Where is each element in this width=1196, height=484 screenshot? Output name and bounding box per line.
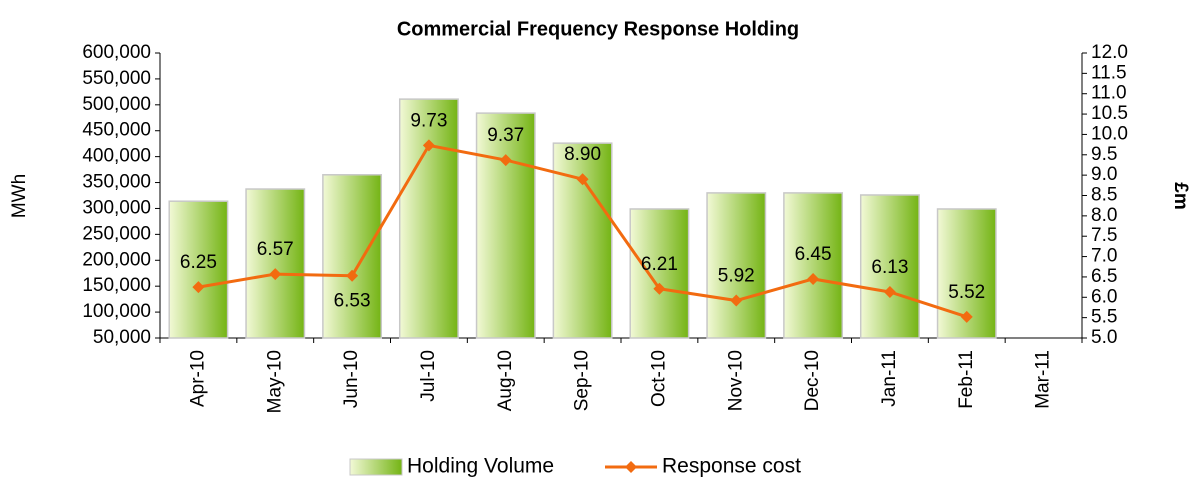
y-tick-label: 100,000 (82, 301, 151, 322)
data-label: 8.90 (564, 144, 601, 165)
x-tick-label: Sep-10 (572, 350, 593, 411)
data-label: 5.92 (718, 266, 755, 287)
data-label: 6.45 (795, 244, 832, 265)
bar (936, 208, 997, 339)
data-label: 6.13 (871, 257, 908, 278)
y-tick-label: 500,000 (82, 94, 151, 115)
chart-title: Commercial Frequency Response Holding (397, 18, 799, 40)
y2-tick-label: 8.0 (1091, 205, 1117, 226)
y2-tick-label: 9.5 (1091, 144, 1117, 165)
y-tick-label: 200,000 (82, 249, 151, 270)
bar (398, 98, 459, 339)
line-marker (883, 285, 896, 298)
y-tick-label: 150,000 (82, 275, 151, 296)
x-tick-label: Jul-10 (418, 350, 439, 402)
y-tick-label: 600,000 (82, 42, 151, 63)
y-tick-label: 450,000 (82, 120, 151, 141)
x-tick-label: Oct-10 (648, 350, 669, 407)
x-tick-label: Apr-10 (187, 350, 208, 407)
bar (859, 194, 920, 339)
y-tick-label: 550,000 (82, 68, 151, 89)
y-tick-label: 50,000 (93, 327, 151, 348)
x-tick-label: Mar-11 (1033, 350, 1054, 409)
y-tick-label: 350,000 (82, 172, 151, 193)
y2-tick-label: 7.5 (1091, 225, 1117, 246)
y-tick-label: 250,000 (82, 223, 151, 244)
legend-swatch (349, 458, 403, 476)
y2-tick-label: 11.0 (1091, 83, 1127, 104)
bar (168, 200, 229, 339)
y-tick-label: 400,000 (82, 146, 151, 167)
y2-tick-label: 12.0 (1091, 42, 1128, 63)
y2-tick-label: 10.0 (1091, 123, 1128, 144)
y2-tick-label: 6.0 (1091, 286, 1117, 307)
data-label: 9.37 (487, 125, 524, 146)
x-tick-label: Aug-10 (495, 350, 516, 411)
y2-tick-label: 7.0 (1091, 246, 1117, 267)
bar (322, 174, 383, 339)
legend-swatch (625, 461, 637, 473)
x-tick-label: Nov-10 (725, 350, 746, 411)
x-tick-label: Jan-11 (879, 350, 900, 407)
y-tick-label: 300,000 (82, 197, 151, 218)
y2-axis-label: £m (1170, 182, 1191, 209)
legend-label: Holding Volume (407, 455, 554, 478)
y2-tick-label: 11.5 (1091, 62, 1127, 83)
bar (475, 112, 536, 339)
line-marker (269, 268, 282, 281)
bar (783, 192, 844, 339)
y2-tick-label: 6.5 (1091, 266, 1117, 287)
data-label: 5.52 (948, 282, 985, 303)
bar (706, 192, 767, 339)
x-tick-label: Feb-11 (956, 350, 977, 409)
data-label: 6.25 (180, 252, 217, 273)
line-marker (807, 272, 820, 285)
line-marker (730, 294, 743, 307)
line-marker (653, 282, 666, 295)
bar (245, 188, 306, 339)
line-marker (499, 154, 512, 167)
legend-label: Response cost (662, 455, 801, 478)
data-label: 6.57 (257, 239, 294, 260)
line-marker (576, 173, 589, 186)
data-label: 6.53 (334, 291, 371, 312)
data-label: 9.73 (410, 110, 447, 131)
y2-tick-label: 8.5 (1091, 185, 1117, 206)
bar (629, 208, 690, 339)
line-marker (192, 281, 205, 294)
y2-tick-label: 5.5 (1091, 307, 1117, 328)
bar (552, 142, 613, 339)
x-tick-label: May-10 (264, 350, 285, 413)
y2-tick-label: 5.0 (1091, 327, 1117, 348)
y-axis-label: MWh (9, 174, 30, 218)
line-marker (422, 139, 435, 152)
data-label: 6.21 (641, 254, 678, 275)
x-tick-label: Jun-10 (341, 350, 362, 408)
x-tick-label: Dec-10 (802, 350, 823, 411)
line-marker (960, 310, 973, 323)
line-marker (346, 269, 359, 282)
y2-tick-label: 10.5 (1091, 103, 1128, 124)
y2-tick-label: 9.0 (1091, 164, 1117, 185)
